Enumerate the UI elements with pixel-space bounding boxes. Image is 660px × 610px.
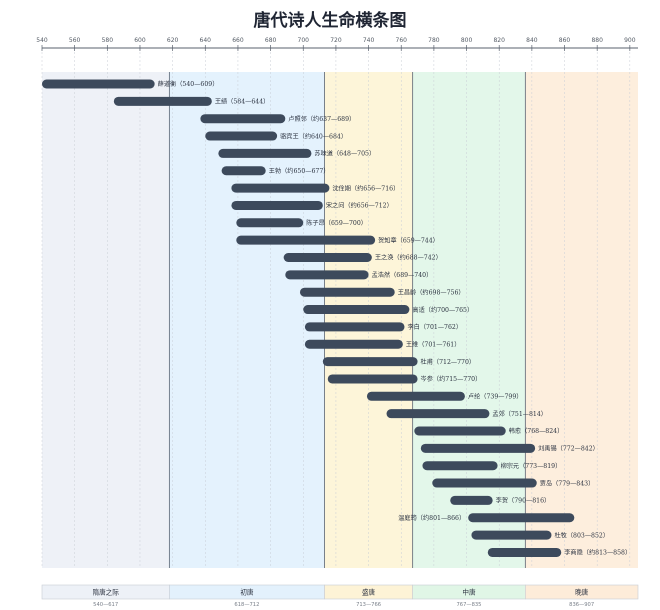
x-tick-label: 540 <box>36 37 48 44</box>
poet-bar <box>468 513 575 523</box>
poet-bar <box>231 200 323 210</box>
x-tick-label: 900 <box>624 37 636 44</box>
poet-bar <box>327 374 418 384</box>
poet-label: 杜甫（712—770） <box>421 358 476 366</box>
poet-bar <box>471 530 552 540</box>
poet-bar <box>304 322 405 332</box>
poet-label: 卢纶（739—799） <box>468 393 523 401</box>
poet-label: 岑参（约715—770） <box>421 375 482 383</box>
x-tick-label: 700 <box>298 37 310 44</box>
poet-label: 骆宾王（约640—684） <box>280 132 347 140</box>
poet-bar <box>236 235 376 245</box>
x-tick-label: 780 <box>428 37 440 44</box>
x-tick-label: 560 <box>69 37 81 44</box>
x-tick-label: 660 <box>232 37 244 44</box>
poet-bar <box>42 79 155 89</box>
poet-label: 李贺（790—816） <box>496 497 551 505</box>
poet-bar <box>205 131 278 141</box>
poet-label: 沈佺期（约656—716） <box>332 184 399 192</box>
era-band <box>412 72 526 568</box>
chart-title: 唐代诗人生命横条图 <box>253 11 407 31</box>
poet-label: 王之涣（约688—742） <box>375 254 442 262</box>
poet-label: 王维（701—761） <box>406 340 461 348</box>
poet-label: 孟浩然（689—740） <box>372 271 433 279</box>
x-tick-label: 580 <box>102 37 114 44</box>
poet-bar <box>221 166 266 176</box>
era-band <box>42 72 170 568</box>
x-tick-label: 680 <box>265 37 277 44</box>
poet-bar <box>200 114 286 124</box>
poet-bar <box>283 253 372 262</box>
poet-label: 贺知章（659—744） <box>378 236 439 244</box>
era-range: 618—712 <box>234 602 259 608</box>
x-tick-label: 760 <box>396 37 408 44</box>
x-tick-label: 860 <box>559 37 571 44</box>
era-range: 836—907 <box>569 602 594 608</box>
poet-label: 王昌龄（约698—756） <box>398 288 465 296</box>
poet-label: 苏味道（648—705） <box>314 150 375 158</box>
x-tick-label: 840 <box>526 37 538 44</box>
poet-label: 杜牧（803—852） <box>554 531 609 539</box>
x-tick-label: 720 <box>330 37 342 44</box>
poet-bar <box>304 339 403 349</box>
poet-bar <box>432 478 537 488</box>
era-legend-box <box>525 584 639 600</box>
era-name: 中唐 <box>462 588 476 597</box>
poet-label: 刘禹锡（772—842） <box>538 445 599 453</box>
poet-label: 陈子昂（659—700） <box>306 219 367 227</box>
era-name: 晚唐 <box>575 588 589 597</box>
poet-bar <box>218 148 312 158</box>
poet-bar <box>322 357 418 367</box>
poet-label: 孟郊（751—814） <box>492 410 547 418</box>
x-tick-label: 640 <box>200 37 212 44</box>
poet-label: 贾岛（779—843） <box>540 479 595 487</box>
poet-bar <box>420 443 536 453</box>
poet-label: 柳宗元（773—819） <box>501 462 562 470</box>
era-name: 隋唐之际 <box>92 588 119 597</box>
poet-label: 宋之问（约656—712） <box>326 202 393 210</box>
x-tick-label: 600 <box>134 37 146 44</box>
poet-bar <box>236 218 304 228</box>
x-tick-label: 620 <box>167 37 179 44</box>
poet-bar <box>303 305 410 315</box>
poet-bar <box>113 96 212 106</box>
poet-label: 高适（约700—765） <box>412 306 473 314</box>
era-name: 盛唐 <box>362 588 376 597</box>
poet-bar <box>422 461 498 471</box>
era-name: 初唐 <box>240 588 254 597</box>
poet-label: 李白（701—762） <box>407 323 462 331</box>
poet-bar <box>299 287 395 297</box>
x-tick-label: 740 <box>363 37 375 44</box>
era-band <box>525 72 638 568</box>
x-tick-label: 880 <box>591 37 603 44</box>
era-band <box>169 72 325 568</box>
poet-label: 王绩（584—644） <box>215 98 270 106</box>
x-tick-label: 800 <box>461 37 473 44</box>
poet-label: 薛道衡（540—609） <box>158 80 219 88</box>
era-range: 767—835 <box>456 602 481 608</box>
poet-bar <box>285 270 369 280</box>
poet-bar <box>450 495 493 505</box>
poet-label: 王勃（约650—677） <box>269 167 330 175</box>
poet-bar <box>487 547 562 557</box>
poet-bar <box>231 183 330 193</box>
era-range: 713—766 <box>356 602 381 608</box>
poet-label: 温庭筠（约801—866） <box>398 514 465 522</box>
x-tick-label: 820 <box>493 37 505 44</box>
poet-label: 卢照邻（约637—689） <box>288 115 355 123</box>
poet-label: 李商隐（约813—858） <box>564 549 631 557</box>
poet-label: 韩愈（768—824） <box>509 427 564 435</box>
poet-bar <box>366 391 465 401</box>
era-range: 540—617 <box>93 602 118 608</box>
poet-bar <box>414 426 506 436</box>
poet-bar <box>386 409 490 419</box>
